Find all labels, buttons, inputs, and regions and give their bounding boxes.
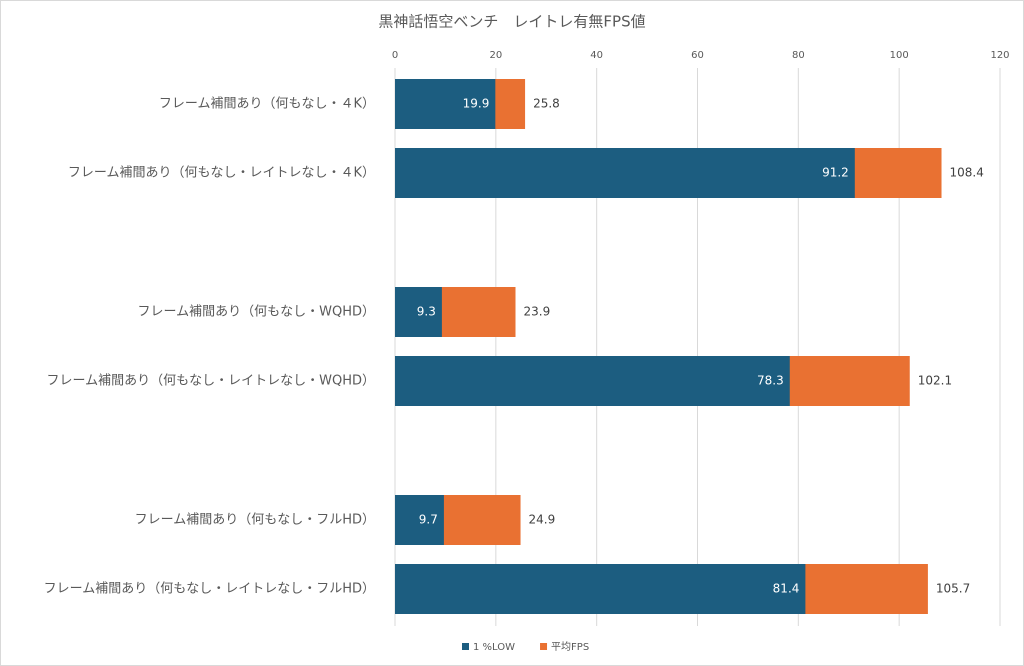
data-label: 25.8 bbox=[533, 97, 560, 111]
data-label: 108.4 bbox=[950, 166, 984, 180]
data-label: 81.4 bbox=[773, 582, 800, 596]
x-tick-label: 60 bbox=[691, 50, 704, 61]
data-label: 9.3 bbox=[417, 305, 436, 319]
x-tick-label: 20 bbox=[489, 50, 502, 61]
y-tick-label: フレーム補間あり（何もなし・WQHD） bbox=[138, 304, 375, 320]
bar bbox=[395, 564, 806, 614]
data-label: 19.9 bbox=[463, 97, 490, 111]
data-label: 23.9 bbox=[523, 305, 550, 319]
legend-label: 平均FPS bbox=[551, 641, 589, 653]
y-tick-label: フレーム補間あり（何もなし・レイトレなし・WQHD） bbox=[47, 373, 375, 389]
y-tick-label: フレーム補間あり（何もなし・４K） bbox=[159, 96, 375, 112]
bar bbox=[395, 287, 442, 337]
y-tick-label: フレーム補間あり（何もなし・レイトレなし・フルHD） bbox=[44, 581, 375, 597]
data-label: 78.3 bbox=[757, 374, 784, 388]
data-label: 24.9 bbox=[529, 513, 556, 527]
x-tick-label: 100 bbox=[890, 50, 909, 61]
y-tick-label: フレーム補間あり（何もなし・フルHD） bbox=[135, 512, 375, 528]
legend-label: 1 %LOW bbox=[473, 642, 515, 653]
data-label: 105.7 bbox=[936, 582, 970, 596]
bar bbox=[395, 356, 790, 406]
data-label: 91.2 bbox=[822, 166, 849, 180]
data-label: 102.1 bbox=[918, 374, 952, 388]
legend-swatch bbox=[462, 643, 469, 650]
x-tick-label: 40 bbox=[590, 50, 603, 61]
y-tick-label: フレーム補間あり（何もなし・レイトレなし・４K） bbox=[68, 165, 375, 181]
bar bbox=[395, 148, 855, 198]
legend-swatch bbox=[540, 643, 548, 650]
bar bbox=[395, 495, 444, 545]
x-tick-label: 80 bbox=[792, 50, 805, 61]
bar bbox=[395, 79, 496, 129]
x-tick-label: 0 bbox=[392, 50, 398, 61]
chart-title: 黒神話悟空ベンチ レイトレ有無FPS値 bbox=[378, 13, 645, 31]
x-tick-label: 120 bbox=[990, 50, 1009, 61]
data-label: 9.7 bbox=[419, 513, 438, 527]
